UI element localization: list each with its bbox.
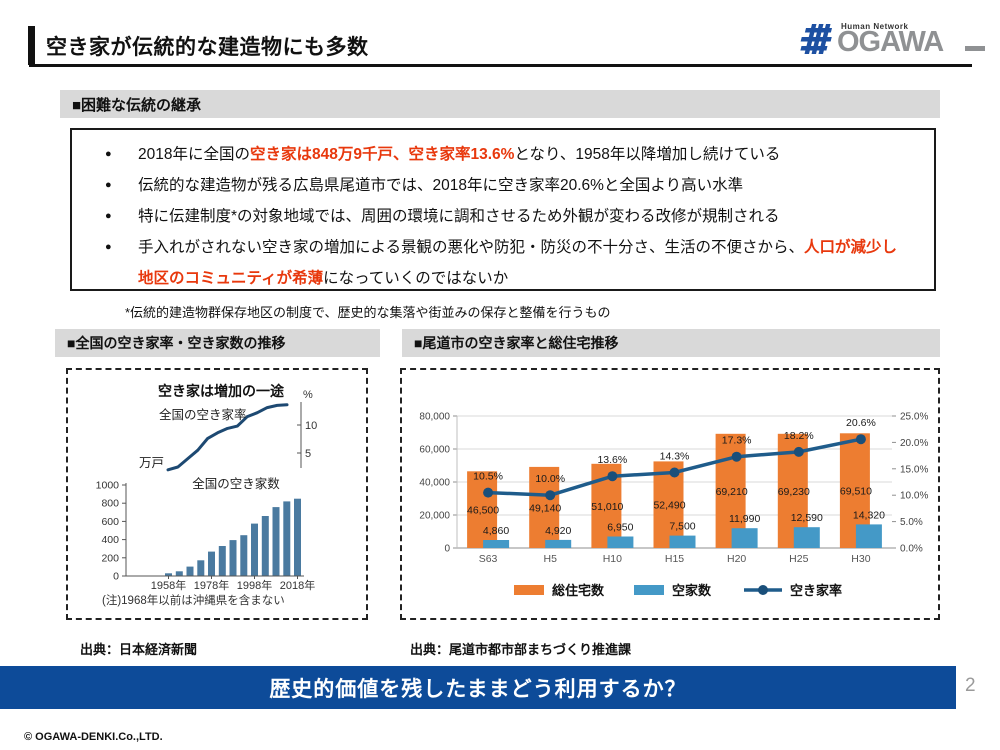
logo-tagline: Human Network bbox=[841, 22, 909, 31]
footnote: *伝統的建造物群保存地区の制度で、歴史的な集落や街並みの保存と整備を行うもの bbox=[125, 305, 611, 320]
svg-text:200: 200 bbox=[101, 552, 119, 564]
svg-text:25.0%: 25.0% bbox=[900, 412, 928, 423]
svg-text:1000: 1000 bbox=[96, 480, 120, 492]
svg-text:H10: H10 bbox=[603, 553, 622, 565]
page-title: 空き家が伝統的な建造物にも多数 bbox=[46, 36, 369, 59]
svg-text:10.5%: 10.5% bbox=[473, 471, 503, 483]
svg-text:800: 800 bbox=[101, 498, 119, 510]
svg-text:10.0%: 10.0% bbox=[900, 491, 928, 502]
svg-text:4,860: 4,860 bbox=[483, 525, 509, 537]
svg-text:空き家率: 空き家率 bbox=[790, 583, 842, 598]
svg-text:万戸: 万戸 bbox=[139, 456, 164, 470]
title-underline bbox=[29, 64, 972, 67]
ogawa-logo-mark-icon bbox=[800, 24, 833, 54]
svg-text:1978年: 1978年 bbox=[194, 578, 229, 592]
svg-text:S63: S63 bbox=[479, 553, 498, 565]
title-accent-bar bbox=[28, 26, 35, 65]
logo-brand-text: OGAWA bbox=[837, 26, 944, 58]
svg-text:H15: H15 bbox=[665, 553, 684, 565]
svg-text:18.2%: 18.2% bbox=[784, 430, 814, 442]
bullet-item-2: 伝統的な建造物が残る広島県尾道市では、2018年に空き家率20.6%と全国より高… bbox=[105, 170, 908, 201]
svg-text:%: % bbox=[303, 389, 313, 401]
svg-text:40,000: 40,000 bbox=[419, 478, 450, 489]
svg-text:13.6%: 13.6% bbox=[597, 454, 627, 466]
svg-text:7,500: 7,500 bbox=[669, 521, 695, 533]
svg-text:0: 0 bbox=[444, 544, 450, 555]
svg-text:6,950: 6,950 bbox=[607, 522, 633, 534]
svg-text:20.6%: 20.6% bbox=[846, 417, 876, 429]
logo-brand-dash bbox=[965, 46, 985, 51]
svg-text:69,210: 69,210 bbox=[716, 486, 748, 498]
svg-text:49,140: 49,140 bbox=[529, 502, 561, 514]
svg-text:4,920: 4,920 bbox=[545, 525, 571, 537]
svg-text:10: 10 bbox=[305, 420, 317, 432]
bullet-item-3: 特に伝建制度*の対象地域では、周囲の環境に調和させるため外観が変わる改修が規制さ… bbox=[105, 201, 908, 232]
svg-text:20.0%: 20.0% bbox=[900, 438, 928, 449]
bullet-item-4: 手入れがされない空き家の増加による景観の悪化や防犯・防災の不十分さ、生活の不便さ… bbox=[105, 232, 908, 294]
svg-text:69,510: 69,510 bbox=[840, 486, 872, 498]
svg-text:600: 600 bbox=[101, 516, 119, 528]
svg-text:5.0%: 5.0% bbox=[900, 517, 923, 528]
svg-text:52,490: 52,490 bbox=[653, 500, 685, 512]
svg-text:12,590: 12,590 bbox=[791, 512, 823, 524]
svg-text:1998年: 1998年 bbox=[237, 578, 272, 592]
svg-text:46,500: 46,500 bbox=[467, 505, 499, 517]
svg-text:0.0%: 0.0% bbox=[900, 544, 923, 555]
svg-text:1958年: 1958年 bbox=[151, 578, 186, 592]
svg-text:14,320: 14,320 bbox=[853, 509, 885, 521]
footer-copyright: © OGAWA-DENKI.Co.,LTD. bbox=[24, 731, 163, 743]
svg-text:総住宅数: 総住宅数 bbox=[552, 583, 605, 598]
svg-text:全国の空き家数: 全国の空き家数 bbox=[192, 476, 280, 491]
svg-text:全国の空き家率: 全国の空き家率 bbox=[159, 407, 247, 422]
right-chart-heading: ■尾道市の空き家率と総住宅推移 bbox=[402, 329, 940, 357]
onomichi-vacancy-chart: 0 20,000 40,000 60,000 80,000 0.0% 5.0% 10.0% 15… bbox=[400, 368, 940, 620]
svg-text:2018年: 2018年 bbox=[280, 578, 315, 592]
svg-text:51,010: 51,010 bbox=[591, 501, 623, 513]
svg-text:20,000: 20,000 bbox=[419, 511, 450, 522]
svg-text:(注)1968年以前は沖縄県を含まない: (注)1968年以前は沖縄県を含まない bbox=[102, 593, 285, 607]
svg-text:H5: H5 bbox=[543, 553, 557, 565]
svg-text:空き家は増加の一途: 空き家は増加の一途 bbox=[158, 383, 285, 399]
bullet-box: 2018年に全国の空き家は848万9千戸、空き家率13.6%となり、1958年以… bbox=[70, 128, 936, 291]
section-heading-tradition: ■困難な伝統の継承 bbox=[60, 90, 940, 118]
left-chart-source: 出典：日本経済新聞 bbox=[80, 642, 198, 657]
highlight-text: 空き家は848万9千戸、空き家率13.6% bbox=[249, 146, 515, 163]
highlight-text: 人口が減少し地区のコミュニティが希薄 bbox=[138, 239, 898, 287]
svg-text:15.0%: 15.0% bbox=[900, 464, 928, 475]
svg-text:60,000: 60,000 bbox=[419, 445, 450, 456]
svg-text:10.0%: 10.0% bbox=[535, 473, 565, 485]
svg-text:H20: H20 bbox=[727, 553, 746, 565]
svg-text:17.3%: 17.3% bbox=[722, 435, 752, 447]
svg-text:5: 5 bbox=[305, 448, 311, 460]
svg-text:14.3%: 14.3% bbox=[660, 450, 690, 462]
national-vacancy-chart: 空き家は増加の一途 5 10% 全国の空き家率万戸 0 200 400 600 800 1000 全… bbox=[66, 368, 368, 620]
conclusion-banner: 歴史的価値を残したままどう利用するか？ bbox=[0, 666, 956, 709]
left-chart-heading: ■全国の空き家率・空き家数の推移 bbox=[55, 329, 380, 357]
svg-text:400: 400 bbox=[101, 534, 119, 546]
bullet-list: 2018年に全国の空き家は848万9千戸、空き家率13.6%となり、1958年以… bbox=[72, 139, 934, 294]
page-number: 2 bbox=[965, 675, 976, 696]
svg-text:空家数: 空家数 bbox=[672, 583, 712, 598]
svg-text:69,230: 69,230 bbox=[778, 486, 810, 498]
svg-text:11,990: 11,990 bbox=[729, 513, 760, 525]
svg-text:H25: H25 bbox=[789, 553, 808, 565]
svg-text:H30: H30 bbox=[851, 553, 870, 565]
bullet-item-1: 2018年に全国の空き家は848万9千戸、空き家率13.6%となり、1958年以… bbox=[105, 139, 908, 170]
svg-text:80,000: 80,000 bbox=[419, 412, 450, 423]
ogawa-logo: Human Network OGAWA bbox=[793, 16, 988, 64]
svg-text:0: 0 bbox=[113, 571, 119, 583]
onomichi-vacancy-chart-svg: 0 20,000 40,000 60,000 80,000 0.0% 5.0% 10.0% 15… bbox=[419, 412, 928, 599]
right-chart-source: 出典：尾道市都市部まちづくり推進課 bbox=[410, 642, 632, 657]
